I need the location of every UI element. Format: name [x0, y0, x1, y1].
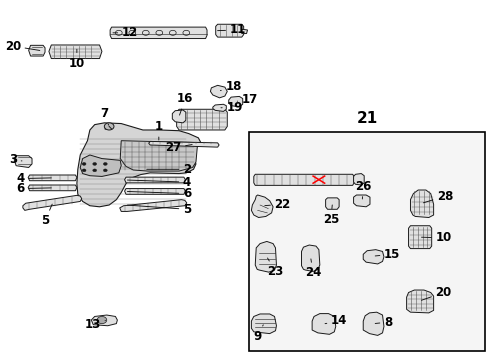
Circle shape	[97, 316, 106, 324]
Circle shape	[103, 162, 107, 165]
Text: 21: 21	[356, 111, 377, 126]
Polygon shape	[210, 85, 227, 98]
Polygon shape	[23, 195, 81, 210]
Polygon shape	[228, 96, 242, 107]
Text: 2: 2	[146, 163, 191, 176]
Polygon shape	[176, 109, 227, 130]
Text: 22: 22	[264, 198, 290, 211]
Polygon shape	[91, 315, 117, 326]
Text: 10: 10	[69, 49, 85, 70]
Bar	[248, 132, 484, 351]
Circle shape	[104, 123, 114, 130]
Text: 4: 4	[127, 176, 191, 189]
Polygon shape	[325, 198, 339, 209]
Polygon shape	[363, 249, 383, 264]
Polygon shape	[172, 110, 185, 123]
Polygon shape	[215, 24, 243, 37]
Text: 9: 9	[252, 325, 263, 343]
Text: 18: 18	[220, 80, 241, 93]
Polygon shape	[353, 174, 364, 185]
Polygon shape	[406, 290, 433, 313]
Circle shape	[93, 162, 97, 165]
Polygon shape	[212, 104, 226, 111]
Text: 24: 24	[305, 259, 321, 279]
Text: 12: 12	[113, 26, 138, 39]
Polygon shape	[409, 190, 433, 217]
Text: 10: 10	[421, 231, 451, 244]
Circle shape	[82, 162, 86, 165]
Polygon shape	[407, 226, 431, 249]
Text: 14: 14	[325, 314, 346, 327]
Polygon shape	[77, 123, 201, 207]
Text: 1: 1	[154, 120, 163, 140]
Text: 4: 4	[17, 172, 51, 185]
Text: 27: 27	[165, 141, 192, 154]
Polygon shape	[120, 200, 186, 211]
Polygon shape	[253, 174, 353, 185]
Polygon shape	[148, 141, 219, 147]
Polygon shape	[120, 141, 197, 171]
Polygon shape	[255, 242, 276, 272]
Polygon shape	[241, 29, 247, 33]
Polygon shape	[124, 177, 185, 183]
Text: 20: 20	[421, 286, 451, 300]
Text: 16: 16	[177, 92, 193, 115]
Text: 19: 19	[221, 101, 242, 114]
Polygon shape	[28, 185, 77, 191]
Text: 5: 5	[127, 203, 191, 216]
Polygon shape	[80, 155, 121, 176]
Circle shape	[82, 169, 86, 172]
Circle shape	[93, 169, 97, 172]
Polygon shape	[251, 195, 272, 217]
Text: 6: 6	[17, 182, 51, 195]
Text: 5: 5	[41, 204, 52, 227]
Text: 23: 23	[267, 258, 283, 278]
Polygon shape	[49, 45, 102, 59]
Polygon shape	[311, 314, 335, 334]
Text: 26: 26	[354, 180, 371, 199]
Polygon shape	[29, 45, 45, 56]
Polygon shape	[353, 195, 369, 207]
Polygon shape	[14, 156, 32, 167]
Text: 13: 13	[84, 318, 105, 331]
Text: 25: 25	[322, 205, 338, 226]
Polygon shape	[110, 27, 206, 39]
Polygon shape	[251, 314, 276, 334]
Text: 6: 6	[127, 187, 191, 200]
Polygon shape	[124, 189, 185, 194]
Text: 28: 28	[423, 190, 452, 203]
Text: 15: 15	[374, 248, 400, 261]
Polygon shape	[363, 312, 383, 336]
Text: 7: 7	[100, 107, 108, 125]
Text: 11: 11	[217, 23, 245, 36]
Polygon shape	[28, 175, 77, 181]
Polygon shape	[301, 245, 319, 271]
Text: 8: 8	[374, 316, 391, 329]
Circle shape	[103, 169, 107, 172]
Text: 17: 17	[237, 93, 258, 106]
Text: 20: 20	[5, 40, 40, 53]
Text: 3: 3	[9, 153, 22, 166]
